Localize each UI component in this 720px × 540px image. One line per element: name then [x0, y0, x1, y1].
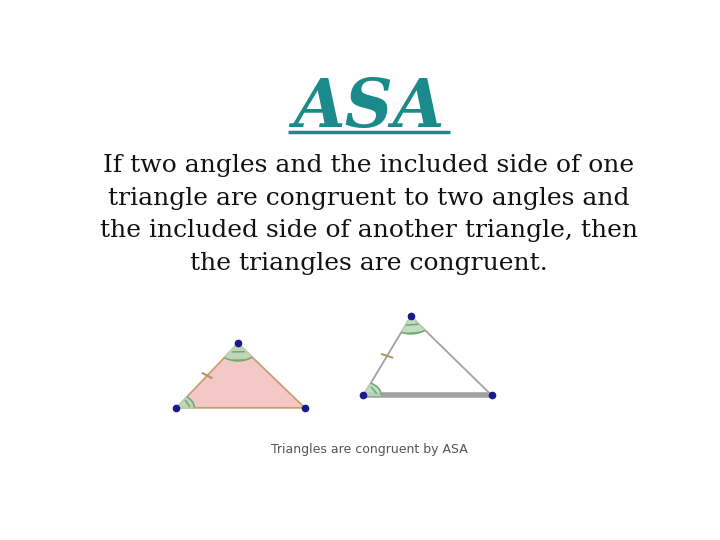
Polygon shape — [401, 316, 425, 334]
Text: Triangles are congruent by ASA: Triangles are congruent by ASA — [271, 443, 467, 456]
Polygon shape — [176, 397, 194, 408]
Polygon shape — [176, 343, 305, 408]
Polygon shape — [225, 343, 252, 361]
Text: If two angles and the included side of one
triangle are congruent to two angles : If two angles and the included side of o… — [100, 154, 638, 275]
Polygon shape — [364, 383, 382, 395]
Text: ASA: ASA — [293, 76, 445, 141]
